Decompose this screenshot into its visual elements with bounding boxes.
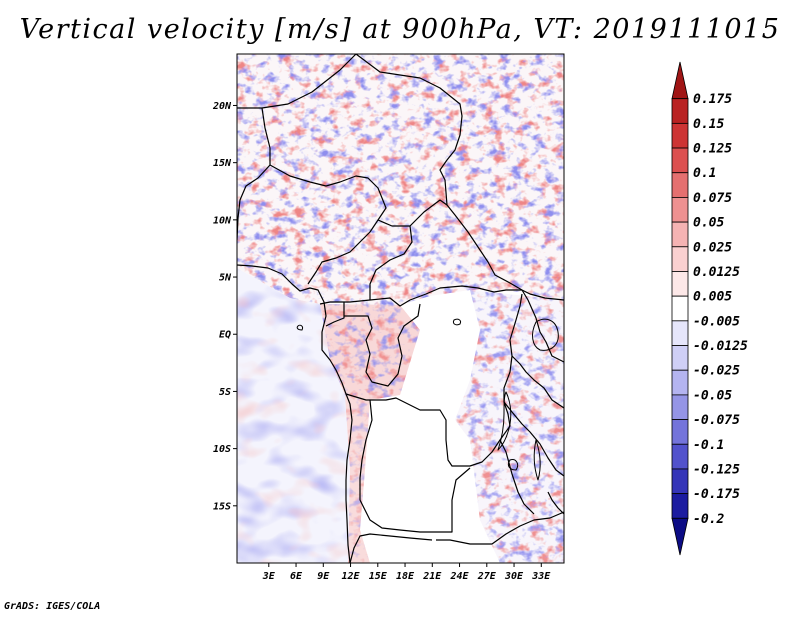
grads-credit: GrADS: IGES/COLA	[4, 601, 101, 612]
colorbar-label: -0.1	[693, 438, 724, 453]
lat-tick-label: 5S	[219, 387, 231, 398]
colorbar-bin	[671, 320, 689, 346]
map-frame	[236, 53, 565, 564]
colorbar-label: 0.175	[693, 92, 732, 107]
colorbar-label: -0.0125	[693, 339, 748, 354]
colorbar-label: 0.0125	[693, 265, 740, 280]
colorbar-bin	[671, 221, 689, 248]
lon-tick-label: 21E	[422, 571, 442, 582]
colorbar-label: 0.025	[693, 240, 732, 255]
colorbar-bin	[671, 345, 689, 371]
lon-tick-label: 24E	[450, 571, 470, 582]
colorbar-label: 0.05	[693, 216, 724, 231]
colorbar-label: -0.025	[693, 364, 740, 379]
lat-tick-label: 15S	[213, 501, 231, 512]
lon-tick-label: 33E	[531, 571, 551, 582]
colorbar-label: 0.005	[693, 290, 732, 305]
colorbar-bin	[671, 517, 689, 556]
lon-tick-label: 6E	[290, 571, 303, 582]
lon-tick-label: 12E	[342, 571, 361, 582]
colorbar-label: -0.05	[693, 388, 732, 403]
plot-title: Vertical velocity [m/s] at 900hPa, VT: 2…	[19, 14, 781, 45]
colorbar-bin	[671, 246, 689, 272]
colorbar-bin	[671, 122, 689, 149]
lon-tick-label: 27E	[477, 571, 497, 582]
colorbar-bin	[671, 147, 689, 174]
lon-tick-label: 18E	[396, 571, 415, 582]
colorbar: 0.175 0.15 0.125 0.1 0.075 0.05 0.025 0.0125 0.0…	[671, 61, 748, 556]
colorbar-bin	[671, 468, 689, 495]
colorbar-label: -0.005	[693, 314, 740, 329]
colorbar-label: -0.2	[693, 512, 724, 527]
colorbar-bin	[671, 172, 689, 198]
vertical-velocity-field	[237, 54, 564, 563]
lat-tick-label: 10N	[213, 215, 232, 226]
colorbar-bin	[671, 98, 689, 124]
colorbar-bin	[671, 197, 689, 223]
lon-tick-label: 9E	[317, 571, 330, 582]
colorbar-bin	[671, 394, 689, 420]
colorbar-label: 0.125	[693, 142, 732, 157]
colorbar-label: 0.15	[693, 117, 724, 132]
colorbar-bin	[671, 493, 689, 519]
colorbar-label: -0.125	[693, 462, 740, 477]
colorbar-label: 0.075	[693, 191, 732, 206]
lat-tick-label: 20N	[212, 101, 232, 112]
colorbar-bin	[671, 443, 689, 470]
longitude-axis: 3E 6E 9E 12E 15E 18E 21E 24E 27E 30E 33E	[262, 563, 551, 582]
colorbar-bin	[671, 419, 689, 445]
country-borders	[237, 54, 564, 563]
colorbar-bin	[671, 61, 689, 100]
lon-tick-label: 30E	[504, 571, 524, 582]
latitude-axis: 20N 15N 10N 5N EQ 5S 10S 15S	[212, 101, 237, 512]
colorbar-bin	[671, 369, 689, 396]
lon-tick-label: 15E	[369, 571, 388, 582]
colorbar-bin	[671, 295, 689, 322]
colorbar-label: -0.075	[693, 413, 740, 428]
colorbar-label: 0.1	[693, 166, 716, 181]
lat-tick-label: 15N	[213, 158, 232, 169]
lat-tick-label: EQ	[219, 330, 231, 341]
colorbar-bin	[671, 271, 689, 297]
lat-tick-label: 5N	[219, 273, 232, 284]
lon-tick-label: 3E	[262, 571, 276, 582]
lat-tick-label: 10S	[213, 444, 231, 455]
colorbar-label: -0.175	[693, 487, 740, 502]
